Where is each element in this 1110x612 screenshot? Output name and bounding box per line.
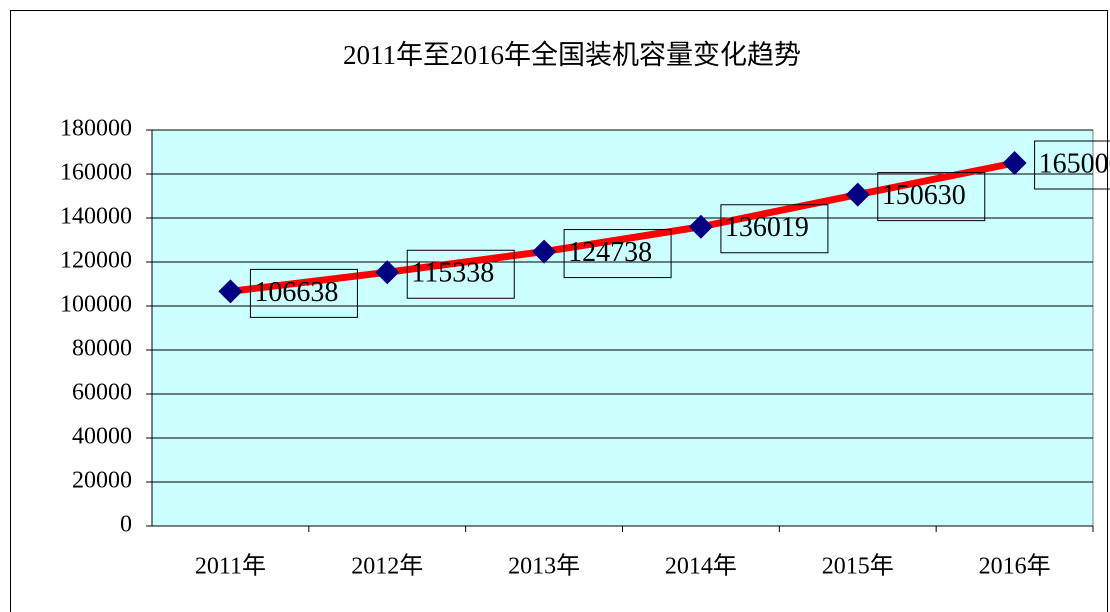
- data-line: [229, 159, 1016, 295]
- data-label-box: [720, 204, 829, 254]
- x-tick-label: 2015年: [822, 553, 894, 580]
- data-label-box: [1034, 140, 1110, 190]
- y-tick-label: 60000: [72, 380, 132, 406]
- y-tick-label: 80000: [72, 336, 132, 362]
- data-label: 106638: [254, 277, 338, 308]
- data-point: [375, 260, 400, 285]
- data-point: [688, 214, 713, 239]
- y-tick-label: 160000: [60, 160, 132, 186]
- data-label-box: [406, 249, 515, 299]
- data-label-box: [563, 229, 672, 279]
- data-point: [532, 239, 557, 264]
- plot-area: [151, 129, 1094, 527]
- data-point: [845, 182, 870, 207]
- data-label: 115338: [411, 258, 494, 289]
- y-tick-label: 20000: [72, 468, 132, 494]
- x-tick-label: 2013年: [508, 553, 580, 580]
- y-tick-label: 140000: [60, 204, 132, 230]
- x-tick-label: 2011年: [195, 553, 266, 580]
- x-tick-label: 2016年: [979, 553, 1051, 580]
- y-tick-label: 120000: [60, 248, 132, 274]
- data-label: 165000: [1039, 148, 1110, 179]
- data-label-box: [249, 268, 358, 318]
- y-tick-label: 40000: [72, 424, 132, 450]
- data-label: 150630: [882, 180, 966, 211]
- data-label: 136019: [725, 212, 809, 243]
- x-tick-label: 2014年: [665, 553, 737, 580]
- data-point: [1002, 151, 1027, 175]
- y-tick-label: 180000: [60, 116, 132, 142]
- data-label: 124738: [568, 237, 652, 268]
- data-label-box: [877, 172, 986, 222]
- chart-title: 2011年至2016年全国装机容量变化趋势: [343, 40, 801, 70]
- data-point: [218, 279, 243, 304]
- y-tick-label: 0: [120, 512, 132, 538]
- x-tick-label: 2012年: [351, 553, 423, 580]
- y-tick-label: 100000: [60, 292, 132, 318]
